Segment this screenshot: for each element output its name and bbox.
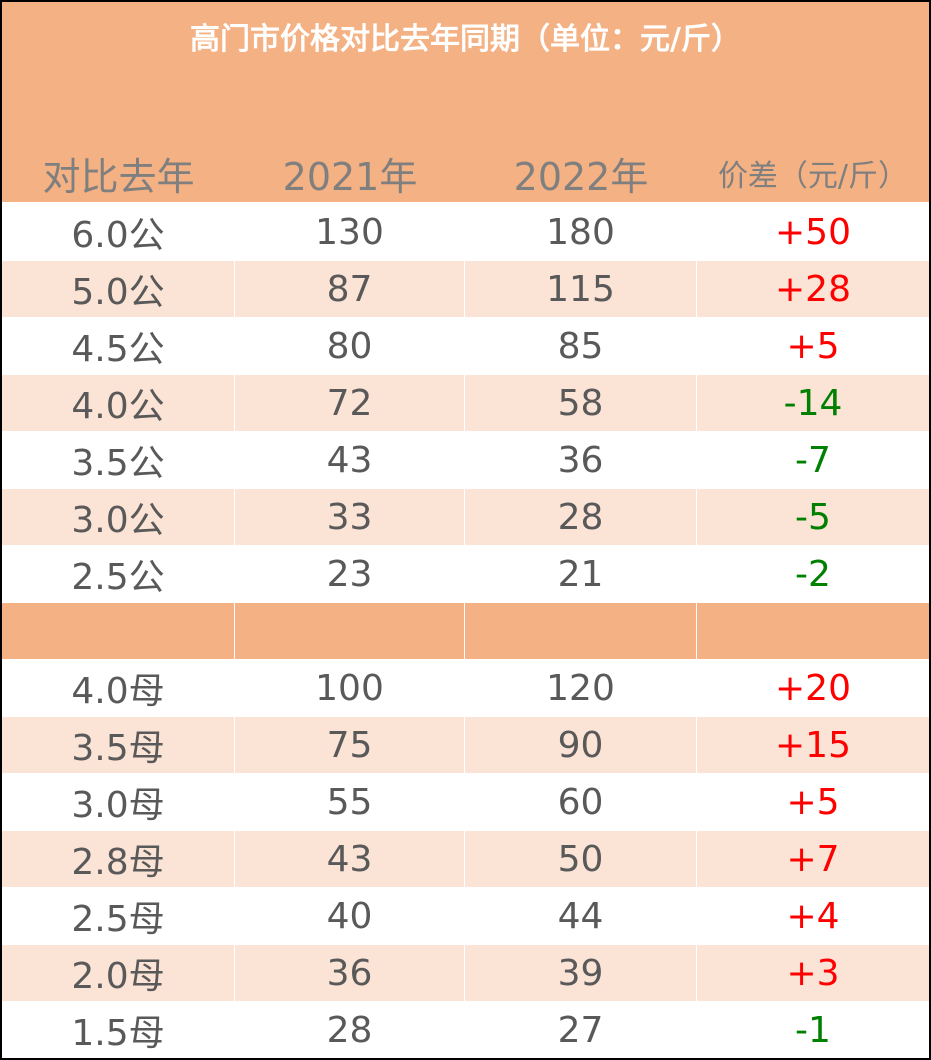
size-cell: 4.5公	[2, 318, 235, 374]
value-2021-cell: 40	[235, 888, 465, 944]
table-row: 2.5公 23 21 -2	[2, 546, 929, 603]
value-2022-cell: 120	[465, 660, 697, 716]
price-difference-cell: -1	[795, 1009, 831, 1051]
value-2021-cell: 36	[235, 945, 465, 1001]
value-2022-cell: 27	[465, 1002, 697, 1058]
table-row: 5.0公 87 115 +28	[2, 261, 929, 318]
header-2021: 2021年	[282, 154, 418, 199]
size-cell: 2.5母	[2, 888, 235, 944]
value-2021-cell: 130	[235, 204, 465, 260]
header-price-difference: 价差（元/斤）	[717, 159, 909, 194]
price-difference-cell: +5	[786, 781, 840, 823]
table-row: 3.0公 33 28 -5	[2, 489, 929, 546]
value-2022-cell: 115	[465, 261, 697, 317]
section-separator-row	[2, 603, 929, 660]
column-header-row: 对比去年 2021年 2022年 价差（元/斤）	[2, 144, 929, 202]
table-row: 4.0公 72 58 -14	[2, 375, 929, 432]
size-cell: 3.0母	[2, 774, 235, 830]
value-2022-cell: 58	[465, 375, 697, 431]
size-cell: 6.0公	[2, 204, 235, 260]
table-row: 1.5母 28 27 -1	[2, 1002, 929, 1058]
value-2021-cell: 43	[235, 831, 465, 887]
value-2021-cell: 87	[235, 261, 465, 317]
size-cell: 2.5公	[2, 546, 235, 602]
header-2022: 2022年	[513, 154, 649, 199]
price-difference-cell: +5	[786, 325, 840, 367]
price-difference-cell: +4	[786, 895, 840, 937]
table-row: 3.5母 75 90 +15	[2, 717, 929, 774]
value-2022-cell: 28	[465, 489, 697, 545]
size-cell: 1.5母	[2, 1002, 235, 1058]
value-2021-cell: 100	[235, 660, 465, 716]
size-cell: 3.5母	[2, 717, 235, 773]
value-2021-cell: 43	[235, 432, 465, 488]
price-difference-cell: -2	[795, 553, 831, 595]
size-cell: 4.0母	[2, 660, 235, 716]
value-2021-cell: 23	[235, 546, 465, 602]
size-cell: 3.5公	[2, 432, 235, 488]
value-2022-cell: 90	[465, 717, 697, 773]
size-cell: 3.0公	[2, 489, 235, 545]
separator-cell	[235, 603, 465, 659]
value-2021-cell: 80	[235, 318, 465, 374]
value-2021-cell: 33	[235, 489, 465, 545]
table-row: 2.8母 43 50 +7	[2, 831, 929, 888]
value-2022-cell: 39	[465, 945, 697, 1001]
price-difference-cell: +7	[786, 838, 840, 880]
table-row: 2.5母 40 44 +4	[2, 888, 929, 945]
table-body: 6.0公 130 180 +50 5.0公 87 115 +28 4.5公 80 85 +5 4.0公 7…	[2, 204, 929, 1058]
value-2021-cell: 72	[235, 375, 465, 431]
price-difference-cell: -7	[795, 439, 831, 481]
size-cell: 5.0公	[2, 261, 235, 317]
value-2022-cell: 36	[465, 432, 697, 488]
price-difference-cell: +20	[775, 667, 851, 709]
value-2022-cell: 44	[465, 888, 697, 944]
price-difference-cell: -5	[795, 496, 831, 538]
price-difference-cell: +3	[786, 952, 840, 994]
price-difference-cell: +50	[775, 211, 851, 253]
value-2021-cell: 28	[235, 1002, 465, 1058]
separator-cell	[465, 603, 697, 659]
table-row: 3.5公 43 36 -7	[2, 432, 929, 489]
header-compare: 对比去年	[42, 154, 195, 199]
table-row: 3.0母 55 60 +5	[2, 774, 929, 831]
size-cell: 4.0公	[2, 375, 235, 431]
size-cell: 2.0母	[2, 945, 235, 1001]
header-band: 高门市价格对比去年同期（单位：元/斤） 对比去年 2021年 2022年 价差（…	[2, 2, 929, 202]
separator-cell	[2, 603, 235, 659]
separator-cell	[697, 603, 929, 659]
table-row: 6.0公 130 180 +50	[2, 204, 929, 261]
value-2021-cell: 55	[235, 774, 465, 830]
value-2022-cell: 50	[465, 831, 697, 887]
price-difference-cell: +15	[775, 724, 851, 766]
value-2022-cell: 60	[465, 774, 697, 830]
table-row: 2.0母 36 39 +3	[2, 945, 929, 1002]
value-2022-cell: 180	[465, 204, 697, 260]
size-cell: 2.8母	[2, 831, 235, 887]
price-difference-cell: +28	[775, 268, 851, 310]
value-2021-cell: 75	[235, 717, 465, 773]
price-difference-cell: -14	[783, 382, 843, 424]
table-row: 4.5公 80 85 +5	[2, 318, 929, 375]
value-2022-cell: 21	[465, 546, 697, 602]
table-title: 高门市价格对比去年同期（单位：元/斤）	[190, 22, 741, 57]
value-2022-cell: 85	[465, 318, 697, 374]
table-row: 4.0母 100 120 +20	[2, 660, 929, 717]
